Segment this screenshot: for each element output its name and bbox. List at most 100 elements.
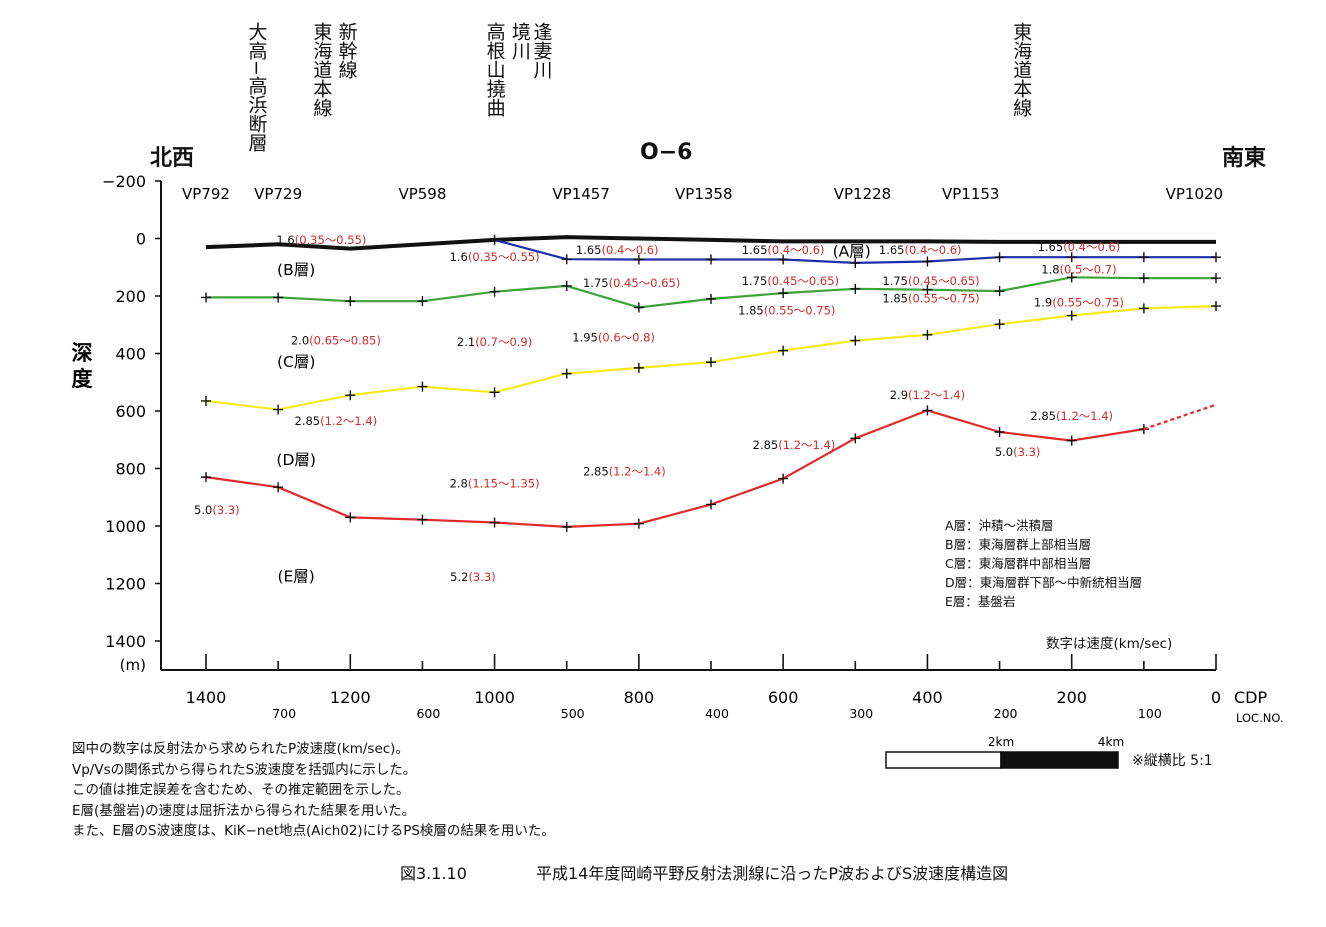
y-tick-label: 1400 bbox=[105, 632, 146, 651]
data-point-marker bbox=[561, 521, 572, 532]
data-point-marker bbox=[1066, 272, 1077, 283]
vp-label: VP792 bbox=[182, 185, 230, 203]
note-line: Vp/Vsの関係式から得られたS波速度を括弧内に示した。 bbox=[72, 761, 417, 778]
velocity-label: 1.65(0.4〜0.6) bbox=[576, 243, 659, 257]
y-tick-label: 1000 bbox=[105, 517, 146, 536]
figure-caption: 図3.1.10 平成14年度岡崎平野反射法測線に沿ったP波およびS波速度構造図 bbox=[400, 860, 1072, 884]
loc-tick-label: 200 bbox=[994, 706, 1018, 721]
data-point-marker bbox=[922, 284, 933, 295]
loc-tick-label: 700 bbox=[272, 706, 296, 721]
loc-tick-label: 400 bbox=[705, 706, 729, 721]
y-tick-label: 200 bbox=[115, 287, 146, 306]
velocity-label: 1.75(0.45〜0.65) bbox=[742, 274, 839, 288]
vp-label: VP1358 bbox=[675, 185, 732, 203]
vp-value: 2.85 bbox=[295, 414, 321, 428]
data-point-marker bbox=[850, 283, 861, 294]
velocity-label: 1.95(0.6〜0.8) bbox=[572, 331, 655, 345]
vs-range: (0.4〜0.6) bbox=[767, 243, 824, 257]
y-tick-label: 1200 bbox=[105, 575, 146, 594]
data-point-marker bbox=[1138, 273, 1149, 284]
series-dashed-extension bbox=[1143, 403, 1217, 431]
layer-legend: A層：沖積〜洪積層 B層：東海層群上部相当層 C層：東海層群中部相当層 D層：東… bbox=[945, 516, 1142, 611]
y-tick-label: 400 bbox=[115, 345, 146, 364]
data-point-marker bbox=[417, 296, 428, 307]
data-point-marker bbox=[561, 254, 572, 265]
velocity-label: 2.8(1.15〜1.35) bbox=[450, 477, 540, 491]
vp-value: 1.95 bbox=[572, 331, 598, 345]
vs-range: (0.7〜0.9) bbox=[475, 335, 532, 349]
data-point-marker bbox=[778, 345, 789, 356]
loc-tick-label: 100 bbox=[1138, 706, 1162, 721]
y-axis-title: 深 bbox=[72, 341, 93, 365]
data-point-marker bbox=[417, 514, 428, 525]
layer-label: (E層) bbox=[277, 567, 314, 585]
feature-label: 逢妻川 bbox=[530, 22, 553, 79]
vp-label: VP1457 bbox=[552, 185, 609, 203]
vs-range: (0.35〜0.55) bbox=[468, 250, 540, 264]
vp-label: VP729 bbox=[254, 185, 302, 203]
vs-range: (0.55〜0.75) bbox=[908, 291, 980, 305]
vs-range: (0.65〜0.85) bbox=[309, 334, 381, 348]
velocity-label: 1.8(0.5〜0.7) bbox=[1041, 263, 1116, 277]
scale-bar-black bbox=[1000, 751, 1119, 769]
data-point-marker bbox=[994, 286, 1005, 297]
x-tick-label: 400 bbox=[912, 688, 943, 707]
vs-range: (3.3) bbox=[468, 570, 495, 584]
series-line bbox=[205, 235, 1216, 251]
vp-value: 1.75 bbox=[583, 276, 609, 290]
figure-title: 平成14年度岡崎平野反射法測線に沿ったP波およびS波速度構造図 bbox=[536, 864, 1009, 883]
note-line: また、E層のS波速度は、KiK−net地点(Aich02)にけるPS検層の結果を… bbox=[72, 823, 555, 839]
velocity-label: 5.2(3.3) bbox=[450, 570, 496, 584]
velocity-label: 2.85(1.2〜1.4) bbox=[753, 438, 836, 452]
y-tick-label: −200 bbox=[102, 172, 146, 191]
x-tick-label: 800 bbox=[624, 688, 655, 707]
vs-range: (1.2〜1.4) bbox=[609, 464, 666, 478]
x-tick-label: 200 bbox=[1056, 688, 1087, 707]
velocity-label: 1.6(0.35〜0.55) bbox=[450, 250, 540, 264]
velocity-label: 2.85(1.2〜1.4) bbox=[583, 464, 666, 478]
vp-value: 1.65 bbox=[742, 243, 768, 257]
velocity-label: 2.85(1.2〜1.4) bbox=[1030, 409, 1113, 423]
data-point-marker bbox=[850, 433, 861, 444]
vs-range: (3.3) bbox=[212, 503, 239, 517]
vp-label: VP1020 bbox=[1166, 185, 1223, 203]
data-point-marker bbox=[633, 518, 644, 529]
velocity-label: 1.85(0.55〜0.75) bbox=[882, 291, 979, 305]
data-point-marker bbox=[561, 280, 572, 291]
data-point-marker bbox=[561, 368, 572, 379]
legend-line: B層：東海層群上部相当層 bbox=[945, 537, 1092, 552]
velocity-label: 2.0(0.65〜0.85) bbox=[291, 334, 381, 348]
vp-value: 1.75 bbox=[742, 274, 768, 288]
x-tick-label: 1400 bbox=[186, 688, 227, 707]
figure-number: 図3.1.10 bbox=[400, 864, 467, 883]
vp-value: 2.1 bbox=[457, 335, 475, 349]
legend-line: A層：沖積〜洪積層 bbox=[945, 518, 1054, 533]
data-point-marker bbox=[201, 292, 211, 303]
velocity-label: 1.6(0.35〜0.55) bbox=[276, 233, 366, 247]
feature-label: 東海道本線 bbox=[310, 22, 333, 117]
velocity-label: 1.75(0.45〜0.65) bbox=[583, 276, 680, 290]
vs-range: (3.3) bbox=[1013, 445, 1040, 459]
loc-tick-label: 500 bbox=[561, 706, 585, 721]
velocity-label: 1.65(0.4〜0.6) bbox=[1038, 240, 1121, 254]
data-point-marker bbox=[489, 387, 500, 398]
data-point-marker bbox=[489, 517, 500, 528]
legend-line: C層：東海層群中部相当層 bbox=[945, 556, 1092, 571]
data-point-marker bbox=[994, 252, 1005, 263]
vp-value: 2.85 bbox=[753, 438, 779, 452]
data-point-marker bbox=[1066, 310, 1077, 321]
data-point-marker bbox=[922, 329, 933, 340]
data-point-marker bbox=[1211, 301, 1221, 312]
velocity-label: 1.65(0.4〜0.6) bbox=[742, 243, 825, 257]
layer-label: (C層) bbox=[277, 353, 315, 371]
data-point-marker bbox=[1138, 303, 1149, 314]
vs-range: (1.2〜1.4) bbox=[320, 414, 377, 428]
velocity-label: 5.0(3.3) bbox=[194, 503, 240, 517]
data-point-marker bbox=[273, 404, 284, 415]
x-axis-sub-label: LOC.NO. bbox=[1236, 711, 1284, 725]
data-point-marker bbox=[633, 254, 644, 265]
data-point-marker bbox=[345, 296, 356, 307]
vs-range: (0.45〜0.65) bbox=[908, 274, 980, 288]
